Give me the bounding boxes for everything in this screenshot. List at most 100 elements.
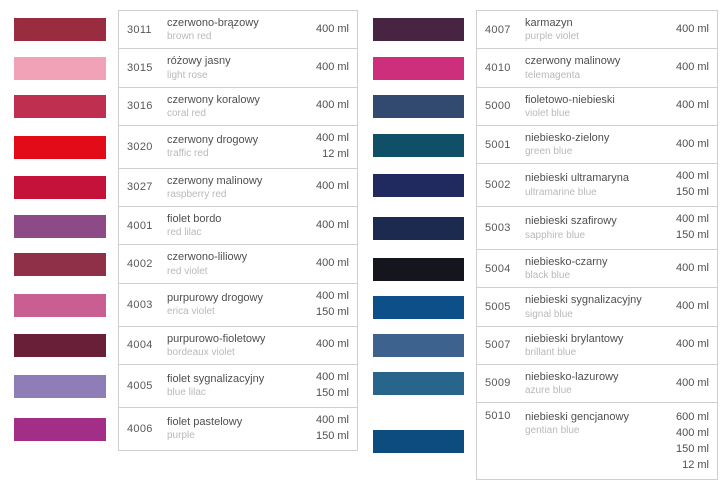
color-info-cell: 5003 niebieski szafirowy sapphire blue 4… bbox=[476, 207, 718, 250]
volume-item: 400 ml bbox=[315, 99, 349, 112]
color-swatch bbox=[14, 417, 106, 441]
color-name-en: telemagenta bbox=[525, 69, 581, 81]
color-names: niebiesko-zielony green blue bbox=[525, 131, 676, 158]
volume-item: 600 ml bbox=[675, 411, 709, 424]
swatch-cell bbox=[360, 88, 476, 126]
color-name-pl: karmazyn bbox=[525, 17, 573, 29]
color-names: purpurowo-fioletowy bordeaux violet bbox=[167, 332, 316, 359]
swatch-cell bbox=[0, 365, 118, 408]
volume-item: 12 ml bbox=[322, 147, 349, 160]
swatch-cell bbox=[360, 49, 476, 87]
swatch-cell bbox=[360, 164, 476, 207]
color-swatch bbox=[373, 95, 464, 119]
color-name-pl: czerwony malinowy bbox=[525, 55, 621, 68]
color-code: 3020 bbox=[127, 140, 153, 153]
color-name-en: azure blue bbox=[525, 385, 572, 397]
volume-item: 400 ml bbox=[675, 338, 709, 351]
color-swatch bbox=[373, 133, 464, 157]
color-names: karmazyn purple violet bbox=[525, 16, 676, 43]
color-swatch bbox=[14, 374, 106, 398]
color-name-en: traffic red bbox=[167, 148, 209, 160]
color-info-cell: 5001 niebiesko-zielony green blue 400 ml bbox=[476, 125, 718, 165]
color-names: niebieski brylantowy brillant blue bbox=[525, 332, 676, 359]
color-info-cell: 4004 purpurowo-fioletowy bordeaux violet… bbox=[118, 326, 358, 365]
color-name-pl: czerwony drogowy bbox=[167, 134, 259, 147]
color-code: 4005 bbox=[127, 379, 153, 392]
color-name-en: sapphire blue bbox=[525, 229, 586, 241]
color-row: 5005 niebieski sygnalizacyjny signal blu… bbox=[360, 288, 720, 327]
color-info-cell: 3016 czerwony koralowy coral red 400 ml bbox=[118, 87, 358, 126]
color-swatch bbox=[373, 56, 464, 80]
color-table-right: 4007 karmazyn purple violet 400 ml 4010 … bbox=[360, 0, 720, 480]
volume-item: 150 ml bbox=[675, 443, 709, 455]
color-names: fiolet sygnalizacyjny blue lilac bbox=[167, 372, 316, 399]
color-name-en: red violet bbox=[167, 265, 208, 277]
color-names: czerwono-liliowy red violet bbox=[167, 250, 316, 277]
color-row: 4007 karmazyn purple violet 400 ml bbox=[360, 10, 720, 50]
color-info-cell: 4001 fiolet bordo red lilac 400 ml bbox=[118, 207, 358, 246]
swatch-cell bbox=[360, 365, 476, 403]
swatch-cell bbox=[0, 284, 118, 327]
volume-item: 400 ml bbox=[315, 370, 349, 383]
color-name-pl: niebieski ultramaryna bbox=[525, 172, 629, 185]
volume-item: 400 ml bbox=[315, 218, 349, 231]
color-names: czerwono-brązowy brown red bbox=[167, 16, 316, 43]
volume-item: 400 ml bbox=[675, 427, 709, 440]
volume-list: 400 ml bbox=[316, 337, 349, 353]
color-code: 5005 bbox=[485, 300, 511, 313]
color-name-en: blue lilac bbox=[167, 387, 206, 399]
volume-list: 400 ml 150 ml bbox=[676, 212, 709, 244]
color-name-pl: fiolet pastelowy bbox=[167, 415, 243, 428]
color-name-pl: czerwono-liliowy bbox=[167, 251, 248, 264]
color-code: 5002 bbox=[485, 179, 511, 192]
color-names: niebiesko-czarny black blue bbox=[525, 255, 676, 282]
color-row: 3020 czerwony drogowy traffic red 400 ml… bbox=[0, 125, 360, 169]
color-info-cell: 5000 fioletowo-niebieski violet blue 400… bbox=[476, 87, 718, 126]
color-code: 5004 bbox=[485, 262, 511, 275]
color-swatch bbox=[14, 18, 106, 42]
volume-item: 400 ml bbox=[315, 257, 349, 270]
color-names: fiolet pastelowy purple bbox=[167, 415, 316, 442]
color-name-pl: fioletowo-niebieski bbox=[525, 93, 615, 106]
color-names: niebieski sygnalizacyjny signal blue bbox=[525, 293, 676, 320]
color-swatch bbox=[373, 18, 464, 42]
color-name-en: black blue bbox=[525, 270, 571, 282]
color-swatch bbox=[373, 174, 464, 198]
color-row: 5001 niebiesko-zielony green blue 400 ml bbox=[360, 125, 720, 165]
volume-item: 400 ml bbox=[315, 180, 349, 193]
volume-list: 400 ml 150 ml bbox=[676, 169, 709, 201]
volume-item: 400 ml bbox=[675, 376, 709, 389]
color-row: 4006 fiolet pastelowy purple 400 ml 150 m… bbox=[0, 407, 360, 451]
color-info-cell: 4003 purpurowy drogowy erica violet 400 … bbox=[118, 283, 358, 327]
color-row: 3011 czerwono-brązowy brown red 400 ml bbox=[0, 10, 360, 50]
volume-list: 400 ml bbox=[676, 376, 709, 392]
color-name-pl: purpurowo-fioletowy bbox=[167, 332, 266, 345]
color-swatch bbox=[14, 334, 106, 358]
swatch-cell bbox=[360, 250, 476, 288]
color-info-cell: 5007 niebieski brylantowy brillant blue … bbox=[476, 326, 718, 365]
color-row: 5007 niebieski brylantowy brillant blue … bbox=[360, 326, 720, 365]
color-names: czerwony malinowy raspberry red bbox=[167, 174, 316, 201]
color-code: 3027 bbox=[127, 181, 153, 194]
color-name-en: raspberry red bbox=[167, 189, 227, 201]
color-info-cell: 3015 różowy jasny light rose 400 ml bbox=[118, 49, 358, 88]
color-names: niebieski gencjanowy gentian blue bbox=[525, 410, 676, 437]
color-name-pl: fiolet sygnalizacyjny bbox=[167, 373, 265, 386]
color-info-cell: 5002 niebieski ultramaryna ultramarine b… bbox=[476, 164, 718, 208]
swatch-cell bbox=[360, 288, 476, 326]
volume-item: 400 ml bbox=[675, 137, 709, 150]
volume-list: 400 ml bbox=[676, 299, 709, 315]
volume-item: 12 ml bbox=[682, 458, 709, 471]
volume-item: 400 ml bbox=[315, 22, 349, 35]
color-code: 4010 bbox=[485, 61, 511, 74]
color-info-cell: 4007 karmazyn purple violet 400 ml bbox=[476, 10, 718, 50]
color-row: 3015 różowy jasny light rose 400 ml bbox=[0, 49, 360, 88]
color-row: 4005 fiolet sygnalizacyjny blue lilac 40… bbox=[0, 364, 360, 408]
swatch-cell bbox=[0, 49, 118, 87]
color-name-en: purple violet bbox=[525, 31, 579, 43]
color-code: 4007 bbox=[485, 23, 511, 36]
color-info-cell: 5005 niebieski sygnalizacyjny signal blu… bbox=[476, 288, 718, 327]
color-info-cell: 4002 czerwono-liliowy red violet 400 ml bbox=[118, 245, 358, 284]
color-row: 5009 niebiesko-lazurowy azure blue 400 m… bbox=[360, 364, 720, 404]
color-info-cell: 4006 fiolet pastelowy purple 400 ml 150 m… bbox=[118, 407, 358, 451]
